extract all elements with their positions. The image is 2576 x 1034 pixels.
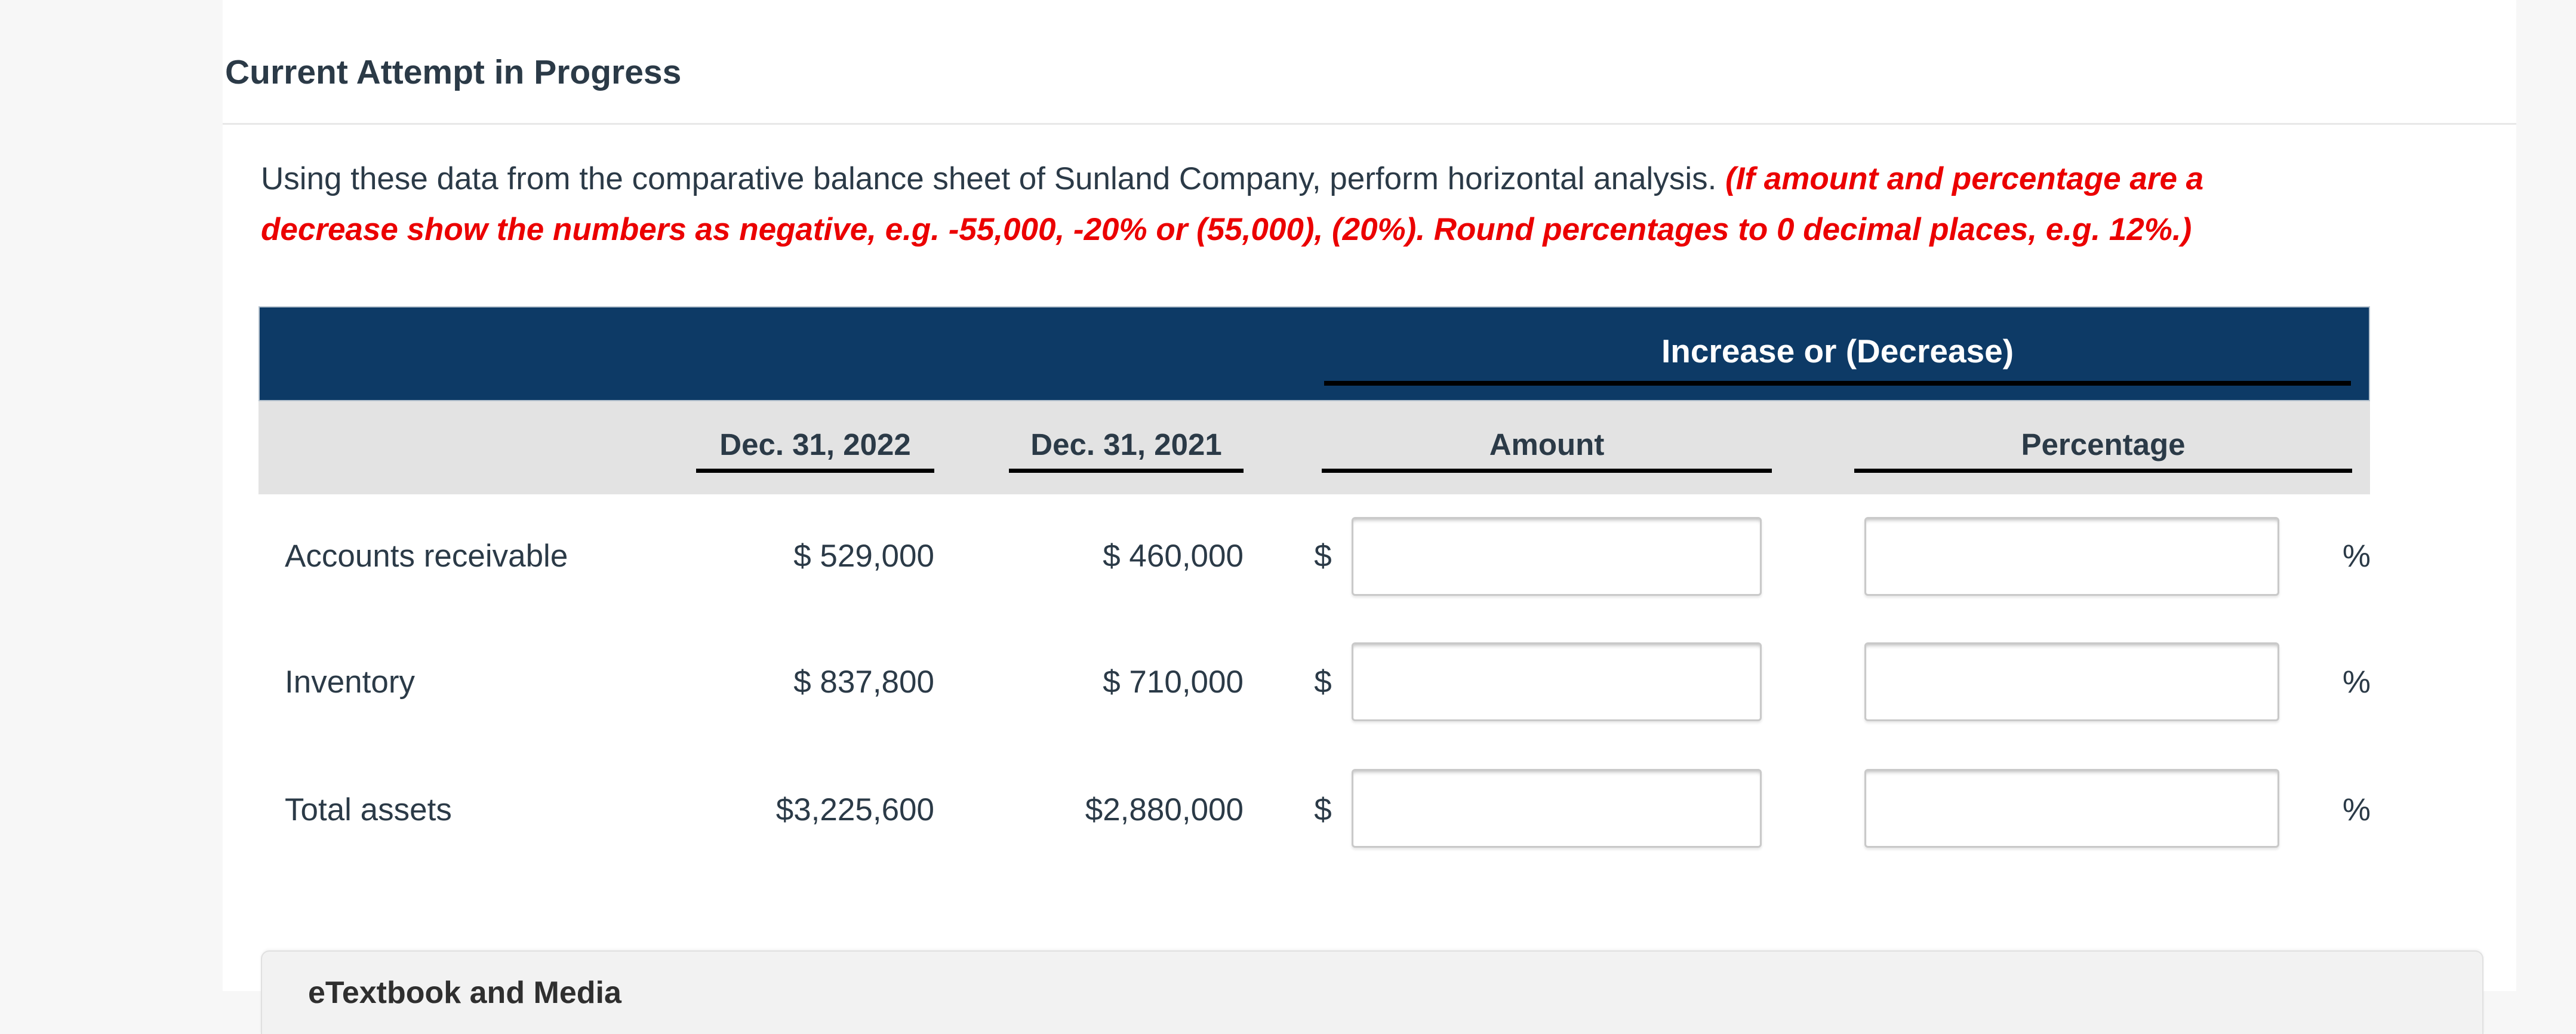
percentage-input-accounts-receivable[interactable] xyxy=(1864,517,2279,596)
instructions-warning-text-end: decrease show the numbers as negative, e… xyxy=(261,212,2192,247)
percent-sign-accounts-receivable: % xyxy=(2342,538,2371,574)
column-header-amount: Amount xyxy=(1489,427,1605,461)
title-divider xyxy=(223,123,2516,125)
page-title: Current Attempt in Progress xyxy=(225,53,682,91)
dollar-sign-inventory: $ xyxy=(1314,664,1332,700)
etextbook-media-button[interactable]: eTextbook and Media xyxy=(308,975,621,1010)
table-column-header-row xyxy=(258,401,2370,494)
instructions-line-1: Using these data from the comparative ba… xyxy=(261,158,2203,200)
value-2021-accounts-receivable: $ 460,000 xyxy=(1103,538,1244,574)
dollar-sign-total-assets: $ xyxy=(1314,792,1332,827)
value-2021-total-assets: $2,880,000 xyxy=(1085,792,1244,827)
value-2021-inventory: $ 710,000 xyxy=(1103,664,1244,700)
percent-sign-inventory: % xyxy=(2342,664,2371,700)
column-underline-dec-31-2021 xyxy=(1009,469,1244,473)
column-header-percentage: Percentage xyxy=(2021,427,2186,461)
row-label-total-assets: Total assets xyxy=(285,792,452,827)
column-underline-percentage xyxy=(1854,469,2352,473)
group-header-increase-decrease: Increase or (Decrease) xyxy=(1661,333,2014,370)
column-header-dec-31-2021: Dec. 31, 2021 xyxy=(1030,427,1222,461)
amount-input-accounts-receivable[interactable] xyxy=(1352,517,1762,596)
amount-input-inventory[interactable] xyxy=(1352,642,1762,721)
value-2022-accounts-receivable: $ 529,000 xyxy=(793,538,934,574)
row-label-accounts-receivable: Accounts receivable xyxy=(285,538,568,574)
percentage-input-total-assets[interactable] xyxy=(1864,769,2279,848)
group-header-underline xyxy=(1324,381,2351,386)
value-2022-total-assets: $3,225,600 xyxy=(775,792,934,827)
column-underline-dec-31-2022 xyxy=(696,469,934,473)
column-underline-amount xyxy=(1322,469,1772,473)
column-header-dec-31-2022: Dec. 31, 2022 xyxy=(719,427,911,461)
percent-sign-total-assets: % xyxy=(2342,792,2371,827)
percentage-input-inventory[interactable] xyxy=(1864,642,2279,721)
instructions-warning-text-start: (If amount and percentage are a xyxy=(1725,161,2204,196)
amount-input-total-assets[interactable] xyxy=(1352,769,1762,848)
dollar-sign-accounts-receivable: $ xyxy=(1314,538,1332,574)
row-label-inventory: Inventory xyxy=(285,664,416,700)
value-2022-inventory: $ 837,800 xyxy=(793,664,934,700)
instructions-normal-text: Using these data from the comparative ba… xyxy=(261,161,1726,196)
